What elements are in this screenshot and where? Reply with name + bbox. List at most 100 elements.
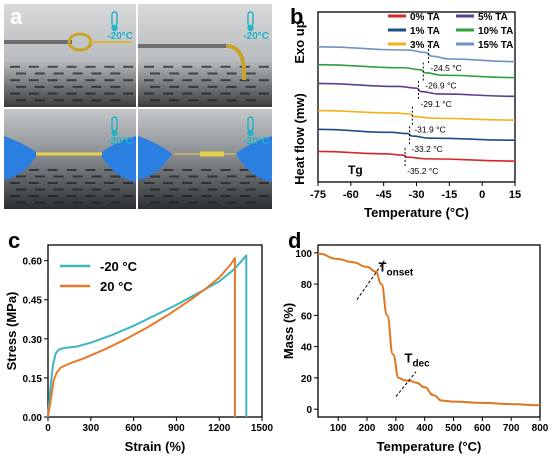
- grid-slot: [28, 182, 39, 184]
- grid-slot: [34, 175, 45, 178]
- plot-frame: [47, 244, 263, 418]
- grid-slot: [201, 92, 212, 95]
- photo-temperature: -20°C: [107, 31, 133, 42]
- x-tick-label: 700: [503, 423, 520, 434]
- thermometer-bulb-icon: [247, 129, 254, 137]
- x-tick-label: 600: [125, 423, 142, 434]
- grid-slot: [104, 79, 115, 82]
- glove-left: [4, 136, 38, 180]
- grid-slot: [163, 195, 174, 197]
- grid-slot: [188, 85, 199, 88]
- grid-slot: [66, 92, 77, 95]
- grid-slot: [72, 72, 83, 75]
- series-line-2: [317, 128, 516, 141]
- grid-slot: [144, 182, 154, 184]
- x-axis-label: Strain (%): [125, 439, 186, 454]
- grid-slot: [85, 195, 96, 197]
- tweezer: [4, 40, 72, 44]
- y-tick-label: 100: [295, 249, 312, 260]
- annotation-subscript: dec: [412, 358, 430, 369]
- x-tick-label: 400: [416, 423, 433, 434]
- glove-left: [138, 136, 172, 180]
- grid-slot: [245, 72, 256, 75]
- grid-slot: [220, 182, 231, 184]
- grid-slot: [220, 195, 231, 197]
- grid-slot: [34, 188, 45, 191]
- grid-slot: [123, 195, 134, 197]
- grid-slot: [10, 65, 20, 68]
- grid-slot: [182, 79, 193, 82]
- grid-slot: [150, 85, 160, 88]
- grid-slot: [163, 169, 174, 171]
- grid-slot: [239, 92, 250, 95]
- tg-label: -31.9 °C: [414, 125, 445, 135]
- grid-slot: [28, 79, 39, 82]
- x-tick-label: -30: [409, 189, 425, 201]
- grid-slot: [72, 201, 83, 204]
- grid-slot: [207, 99, 218, 102]
- chart-d: 100 200 300 400 500 600 700 800 0 20 40 60 80 100 Temp…: [281, 244, 549, 454]
- grid-slot: [47, 92, 58, 95]
- y-tick-label: 60: [301, 311, 313, 322]
- grid-slot: [110, 201, 121, 204]
- thermometer-bulb-icon: [111, 129, 118, 137]
- y-axis-label: Heat flow (mw): [292, 93, 307, 185]
- legend-label: 10% TA: [478, 26, 513, 37]
- grid-slot: [28, 169, 39, 171]
- chart-c: 0 300 600 900 1200 1500 0.00 0.15 0.30 0.45 0.60 St…: [4, 244, 274, 454]
- grid-slot: [169, 188, 180, 191]
- grid-slot: [207, 72, 218, 75]
- thermometer-bulb-icon: [111, 24, 118, 32]
- grid-slot: [47, 182, 58, 184]
- grid-slot: [201, 195, 212, 197]
- tweezer: [138, 44, 226, 48]
- grid-slot: [150, 72, 160, 75]
- grid-slot: [85, 79, 96, 82]
- series-line-2: [47, 257, 236, 418]
- grid-slot: [53, 188, 64, 191]
- y-axis-label: Mass (%): [281, 303, 296, 359]
- legend-label: 0% TA: [410, 12, 440, 23]
- grid-slot: [91, 175, 102, 178]
- annotation-dec: Tdec: [404, 350, 430, 369]
- grid-slot: [182, 65, 193, 68]
- x-tick-label: 300: [388, 423, 405, 434]
- photo-1: -20°C: [4, 4, 136, 107]
- grid-slot: [144, 79, 154, 82]
- grid-slot: [47, 65, 58, 68]
- grid-slot: [226, 85, 237, 88]
- photo-3: -20°C: [4, 109, 136, 209]
- grid-slot: [169, 99, 180, 102]
- grid-slot: [188, 201, 199, 204]
- grid-slot: [53, 99, 64, 102]
- x-axis-label: Temperature (°C): [377, 439, 482, 454]
- grid-slot: [150, 175, 160, 178]
- grid-slot: [34, 85, 45, 88]
- x-tick-label: 0: [45, 423, 51, 434]
- grid-slot: [28, 92, 39, 95]
- grid-slot: [150, 201, 160, 204]
- grid-slot: [91, 72, 102, 75]
- grid-slot: [182, 195, 193, 197]
- grid-slot: [10, 182, 20, 184]
- tg-label: -29.1 °C: [420, 99, 451, 109]
- panel-c-letter: c: [8, 228, 20, 253]
- annotation-main: T: [379, 260, 387, 275]
- x-tick-label: 0: [479, 189, 485, 201]
- grid-slot: [66, 65, 77, 68]
- grid-slot: [34, 72, 45, 75]
- grid-slot: [72, 99, 83, 102]
- y-tick-label: 80: [301, 280, 313, 291]
- grid-slot: [91, 201, 102, 204]
- plot-frame: [317, 11, 516, 183]
- grid-slot: [207, 85, 218, 88]
- y-axis-label: Stress (MPa): [4, 292, 19, 371]
- grid-slot: [123, 65, 134, 68]
- grid-slot: [34, 201, 45, 204]
- grid-slot: [226, 188, 237, 191]
- grid-slot: [104, 182, 115, 184]
- y-axis-label-extra: Exo up: [292, 20, 307, 63]
- x-tick-label: -60: [343, 189, 359, 201]
- tg-label: -26.9 °C: [425, 80, 456, 90]
- grid-slot: [85, 65, 96, 68]
